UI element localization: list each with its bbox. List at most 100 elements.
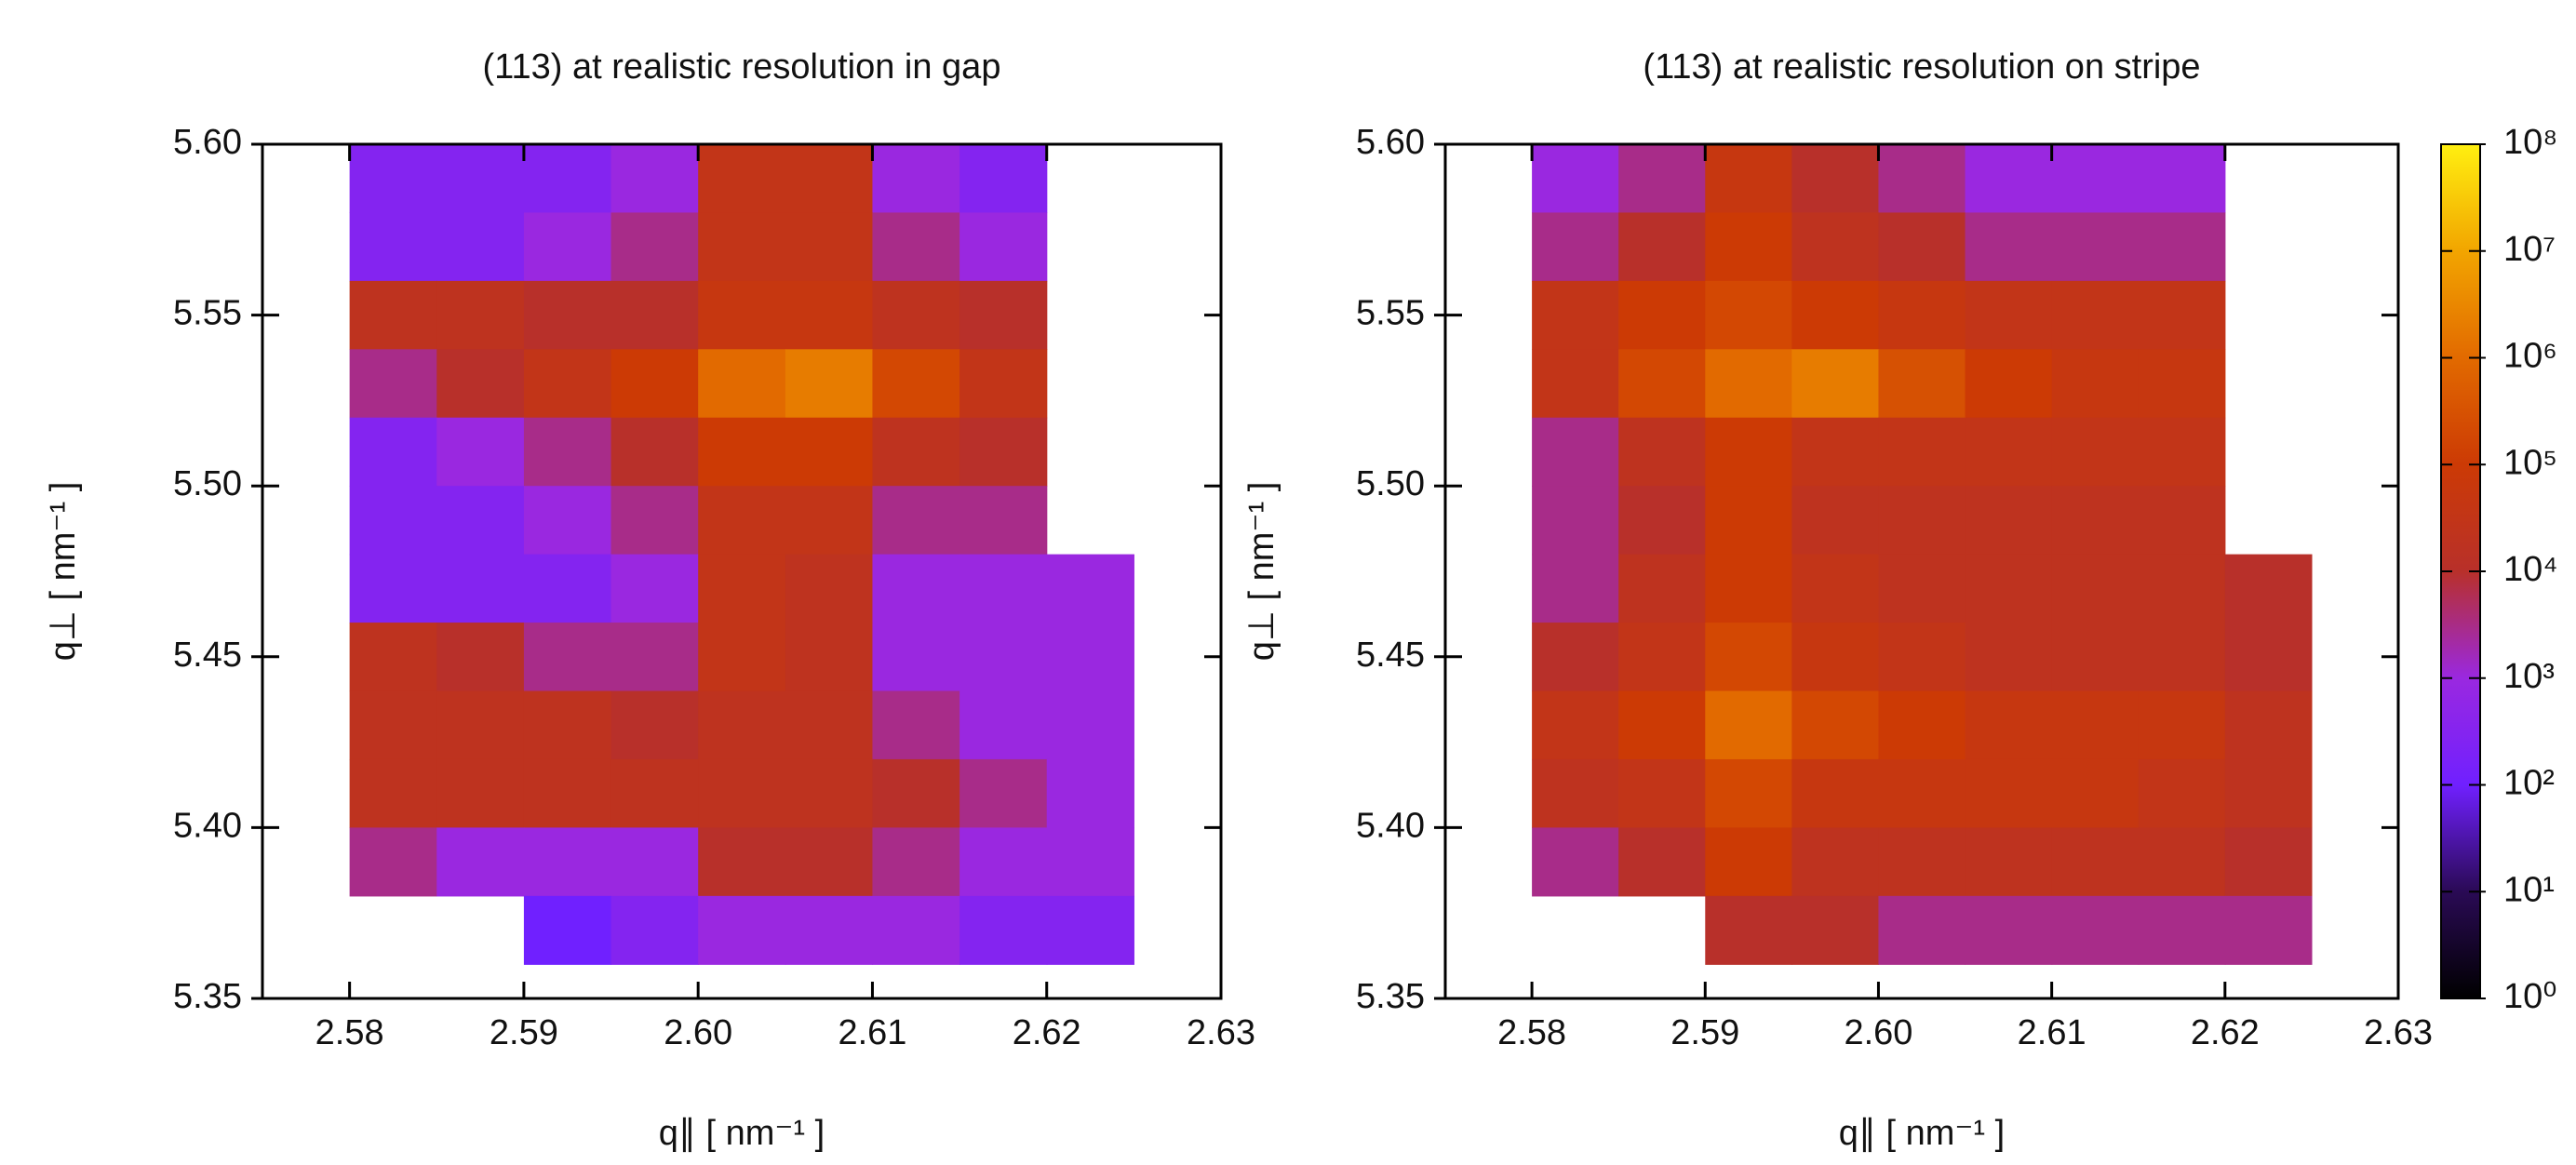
heatmap-cell: [1965, 417, 2053, 487]
heatmap-cell: [1878, 349, 1966, 419]
heatmap-cell: [2051, 144, 2140, 214]
heatmap-cell: [2138, 349, 2226, 419]
heatmap-cell: [785, 486, 874, 556]
heatmap-cell: [1965, 827, 2053, 897]
heatmap-cell: [1878, 895, 1966, 965]
heatmap-cell: [1965, 554, 2053, 623]
y-axis-label: q⊥ [ nm⁻¹ ]: [44, 482, 83, 662]
colorbar-tick-label: 10⁴: [2503, 550, 2558, 589]
x-tick-label: 2.60: [1844, 1013, 1912, 1052]
heatmap-cell: [2224, 623, 2313, 692]
heatmap-cell: [1532, 690, 1619, 760]
heatmap-cell: [2224, 758, 2313, 828]
y-tick-label: 5.55: [1356, 294, 1425, 333]
heatmap-cell: [1046, 758, 1134, 828]
heatmap-cell: [1705, 349, 1792, 419]
heatmap-cell: [436, 486, 525, 556]
y-tick-label: 5.50: [173, 464, 242, 503]
heatmap-cell: [2138, 417, 2226, 487]
heatmap-cell: [1532, 349, 1619, 419]
heatmap-cell: [523, 690, 612, 760]
heatmap-cell: [610, 349, 699, 419]
heatmap-cell: [1532, 144, 1619, 214]
heatmap-cell: [872, 144, 960, 214]
colorbar-tick-label: 10³: [2503, 657, 2555, 696]
heatmap-cell: [1791, 349, 1880, 419]
colorbar-tick-label: 10⁵: [2503, 443, 2557, 482]
heatmap-cell: [1705, 486, 1792, 556]
heatmap-cell: [436, 623, 525, 692]
heatmap-cell: [1965, 895, 2053, 965]
heatmap-cell: [1532, 623, 1619, 692]
y-axis-label: q⊥ [ nm⁻¹ ]: [1242, 482, 1281, 662]
heatmap-cell: [1618, 690, 1706, 760]
heatmap-cell: [698, 758, 786, 828]
heatmap-cell: [1878, 212, 1966, 282]
heatmap-cell: [872, 895, 960, 965]
heatmap-cell: [1791, 758, 1880, 828]
heatmap-cell: [959, 690, 1048, 760]
heatmap-cell: [2051, 212, 2140, 282]
y-tick-label: 5.35: [173, 977, 242, 1016]
heatmap-cell: [2138, 280, 2226, 350]
heatmap-cell: [698, 895, 786, 965]
heatmap-cell: [1791, 212, 1880, 282]
heatmap-cell: [1791, 144, 1880, 214]
heatmap-cell: [349, 690, 437, 760]
heatmap-cell: [1705, 895, 1792, 965]
heatmap-cell: [1618, 827, 1706, 897]
heatmap-cell: [872, 827, 960, 897]
heatmap-cell: [698, 349, 786, 419]
heatmap-cell: [698, 212, 786, 282]
heatmap-cell: [785, 758, 874, 828]
heatmap-cell: [610, 554, 699, 623]
heatmap-cell: [1532, 417, 1619, 487]
x-tick-label: 2.58: [315, 1013, 384, 1052]
heatmap-cell: [1705, 827, 1792, 897]
heatmap-cell: [349, 212, 437, 282]
heatmap-cell: [523, 417, 612, 487]
heatmap-cell: [2138, 144, 2226, 214]
heatmap-cell: [1878, 690, 1966, 760]
heatmap-cell: [698, 554, 786, 623]
colorbar-tick-label: 10⁰: [2503, 977, 2557, 1016]
heatmap-cell: [1618, 144, 1706, 214]
heatmap-cell: [523, 554, 612, 623]
heatmap-cell: [2051, 623, 2140, 692]
heatmap-cell: [1532, 827, 1619, 897]
heatmap-cell: [1791, 895, 1880, 965]
colorbar-tick-label: 10⁸: [2503, 123, 2557, 162]
heatmap-cell: [698, 144, 786, 214]
chart-title: (113) at realistic resolution in gap: [483, 47, 1001, 87]
heatmap-cell: [872, 554, 960, 623]
heatmap-cell: [349, 144, 437, 214]
heatmap-cell: [959, 758, 1048, 828]
heatmap-cell: [1532, 280, 1619, 350]
heatmap-cell: [1618, 280, 1706, 350]
y-tick-label: 5.45: [1356, 636, 1425, 675]
heatmap-cell: [2138, 690, 2226, 760]
heatmap-cell: [1791, 623, 1880, 692]
heatmap-cell: [1965, 144, 2053, 214]
chart-title: (113) at realistic resolution on stripe: [1643, 47, 2200, 87]
heatmap-cell: [1618, 212, 1706, 282]
heatmap-cell: [959, 486, 1048, 556]
heatmap-cell: [2051, 895, 2140, 965]
heatmap-cell: [523, 758, 612, 828]
heatmap-cell: [523, 280, 612, 350]
heatmap-cell: [959, 623, 1048, 692]
heatmap-cell: [785, 690, 874, 760]
heatmap-cell: [872, 690, 960, 760]
plot-frame: [261, 142, 1223, 1000]
heatmap-cell: [1618, 486, 1706, 556]
heatmap-cell: [2138, 758, 2226, 828]
heatmap-cell: [1965, 486, 2053, 556]
heatmap-cell: [1791, 554, 1880, 623]
plot-frame: [1443, 142, 2400, 1000]
heatmap-cell: [698, 486, 786, 556]
x-tick-label: 2.58: [1497, 1013, 1566, 1052]
colorbar-tick-label: 10²: [2503, 764, 2555, 803]
heatmap-cell: [1705, 280, 1792, 350]
heatmap-cell: [698, 690, 786, 760]
heatmap-cell: [2138, 623, 2226, 692]
